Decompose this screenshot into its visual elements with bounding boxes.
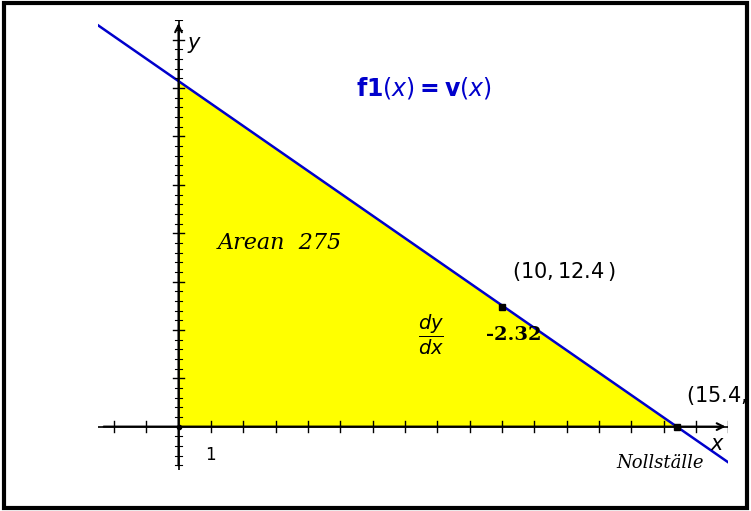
Text: $x$: $x$ bbox=[710, 434, 725, 454]
Text: $( 10, 12.4\, )$: $( 10, 12.4\, )$ bbox=[511, 260, 615, 283]
Text: $( 15.4, 0\, )$: $( 15.4, 0\, )$ bbox=[686, 384, 751, 407]
Text: Arean  275: Arean 275 bbox=[217, 232, 342, 254]
Text: -2.32: -2.32 bbox=[486, 326, 541, 344]
Text: Nollställe: Nollställe bbox=[617, 454, 704, 472]
Text: $\mathbf{f1}$$\mathit{(x)}$$\mathbf{=v}$$\mathit{(x)}$: $\mathbf{f1}$$\mathit{(x)}$$\mathbf{=v}$… bbox=[357, 75, 492, 101]
Text: $\dfrac{dy}{dx}$: $\dfrac{dy}{dx}$ bbox=[418, 313, 444, 357]
Text: $y$: $y$ bbox=[186, 35, 202, 55]
Text: 1: 1 bbox=[206, 446, 216, 464]
